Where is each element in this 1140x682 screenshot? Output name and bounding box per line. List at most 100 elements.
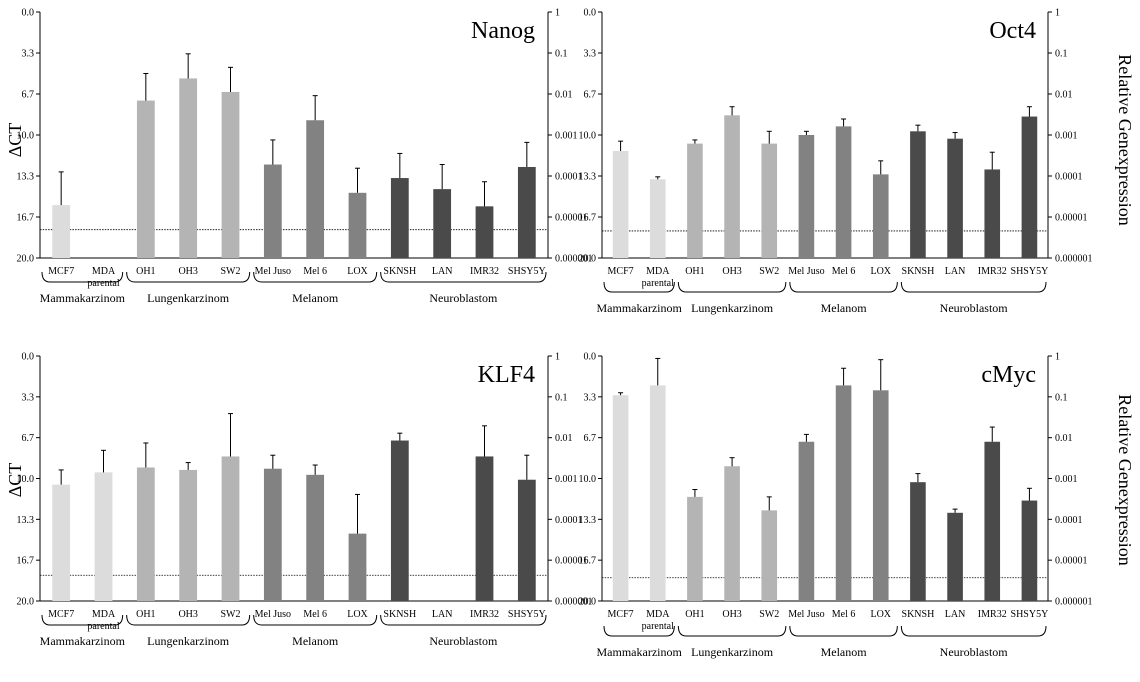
y2-tick-label: 0.000001 <box>1055 254 1093 265</box>
y2-axis-title-top: Relative Genexpression <box>1115 54 1135 225</box>
y-tick-label: 0.0 <box>22 352 35 363</box>
category-label: OH1 <box>136 266 155 277</box>
category-label: IMR32 <box>470 609 499 620</box>
category-label: SHSY5Y <box>508 266 546 277</box>
y-tick-label: 10.0 <box>579 474 597 485</box>
y2-tick-label: 0.01 <box>1055 90 1073 101</box>
group-label: Lungenkarzinom <box>691 645 774 659</box>
bar-mel-juso <box>263 164 282 258</box>
chart-title: Nanog <box>471 18 535 44</box>
group-bracket <box>900 281 1047 293</box>
y-tick-label: 20.0 <box>579 254 597 265</box>
group-label: Lungenkarzinom <box>691 301 774 315</box>
y2-tick-label: 0.00001 <box>1055 213 1088 224</box>
group-label: Melanom <box>292 291 339 305</box>
y2-tick-label: 0.001 <box>1055 131 1078 142</box>
category-label: parental <box>87 621 119 632</box>
category-label: Mel Juso <box>788 266 824 277</box>
category-label: Mel 6 <box>303 609 327 620</box>
category-label: Mel Juso <box>255 266 291 277</box>
bar-mel-juso <box>798 441 815 601</box>
category-label: IMR32 <box>978 266 1007 277</box>
y2-tick-label: 1 <box>1055 352 1060 363</box>
bar-mel-juso <box>263 468 282 601</box>
category-label: Mel Juso <box>255 609 291 620</box>
y2-tick-label: 0.00001 <box>555 213 588 224</box>
bar-oh3 <box>179 469 198 601</box>
bar-lox <box>348 192 367 258</box>
bar-oh3 <box>724 466 740 601</box>
y2-tick-label: 0.1 <box>555 392 568 403</box>
bar-sknsh <box>390 178 409 258</box>
group-label: Neuroblastom <box>429 634 498 648</box>
category-label: SW2 <box>221 266 241 277</box>
category-label: OH1 <box>685 609 704 620</box>
y2-tick-label: 0.0001 <box>555 515 583 526</box>
y2-tick-label: 0.1 <box>1055 392 1068 403</box>
group-bracket <box>253 271 378 283</box>
category-label: Mel 6 <box>832 266 856 277</box>
group-bracket <box>789 625 898 637</box>
category-label: SHSY5Y <box>1011 266 1049 277</box>
y2-tick-label: 0.0001 <box>1055 172 1083 183</box>
bar-mel-6 <box>306 120 325 259</box>
y-tick-label: 6.7 <box>584 433 597 444</box>
bar-shsy5y <box>1021 500 1038 601</box>
category-label: OH1 <box>685 266 704 277</box>
bar-imr32 <box>475 456 494 601</box>
group-bracket <box>603 281 675 293</box>
y-tick-label: 16.7 <box>17 556 35 567</box>
category-label: SW2 <box>221 609 241 620</box>
y-tick-label: 13.3 <box>579 515 597 526</box>
category-label: OH1 <box>136 609 155 620</box>
category-label: IMR32 <box>470 266 499 277</box>
bar-mda-parental <box>94 472 113 601</box>
y2-tick-label: 0.0001 <box>555 172 583 183</box>
y2-tick-label: 1 <box>555 8 560 19</box>
category-label: LAN <box>432 609 453 620</box>
group-label: Lungenkarzinom <box>147 634 230 648</box>
bar-sknsh <box>910 482 926 601</box>
bar-oh3 <box>179 78 198 258</box>
y-tick-label: 10.0 <box>17 131 35 142</box>
category-label: MDA <box>92 266 116 277</box>
group-label: Mammakarzinom <box>597 301 683 315</box>
category-label: parental <box>642 621 674 632</box>
chart-title: Oct4 <box>989 18 1036 44</box>
group-label: Melanom <box>821 645 868 659</box>
category-label: Mel 6 <box>303 266 327 277</box>
category-label: MDA <box>646 266 670 277</box>
bar-shsy5y <box>1021 116 1038 258</box>
category-label: LOX <box>870 266 891 277</box>
category-label: SW2 <box>759 609 779 620</box>
y2-tick-label: 0.000001 <box>555 597 593 608</box>
group-label: Neuroblastom <box>429 291 498 305</box>
group-bracket <box>253 614 378 626</box>
group-label: Mammakarzinom <box>40 634 126 648</box>
y-tick-label: 6.7 <box>22 433 35 444</box>
bar-imr32 <box>475 206 494 258</box>
y2-tick-label: 0.01 <box>555 90 573 101</box>
y2-tick-label: 0.1 <box>1055 49 1068 60</box>
category-label: LAN <box>945 609 966 620</box>
category-label: Mel 6 <box>832 609 856 620</box>
y2-tick-label: 0.000001 <box>555 254 593 265</box>
bar-sknsh <box>390 440 409 601</box>
category-label: LAN <box>945 266 966 277</box>
y2-tick-label: 1 <box>1055 8 1060 19</box>
group-label: Mammakarzinom <box>40 291 126 305</box>
group-label: Neuroblastom <box>940 301 1009 315</box>
bar-shsy5y <box>517 166 536 258</box>
y2-axis-title-bottom: Relative Genexpression <box>1115 394 1135 565</box>
category-label: IMR32 <box>978 609 1007 620</box>
category-label: OH3 <box>178 266 197 277</box>
y2-tick-label: 0.001 <box>1055 474 1078 485</box>
y-tick-label: 20.0 <box>579 597 597 608</box>
category-label: parental <box>642 278 674 289</box>
y2-tick-label: 0.000001 <box>1055 597 1093 608</box>
y-axis-title-bottom: ΔCT <box>5 463 25 498</box>
category-label: LOX <box>347 266 368 277</box>
bar-mcf7 <box>612 395 629 601</box>
